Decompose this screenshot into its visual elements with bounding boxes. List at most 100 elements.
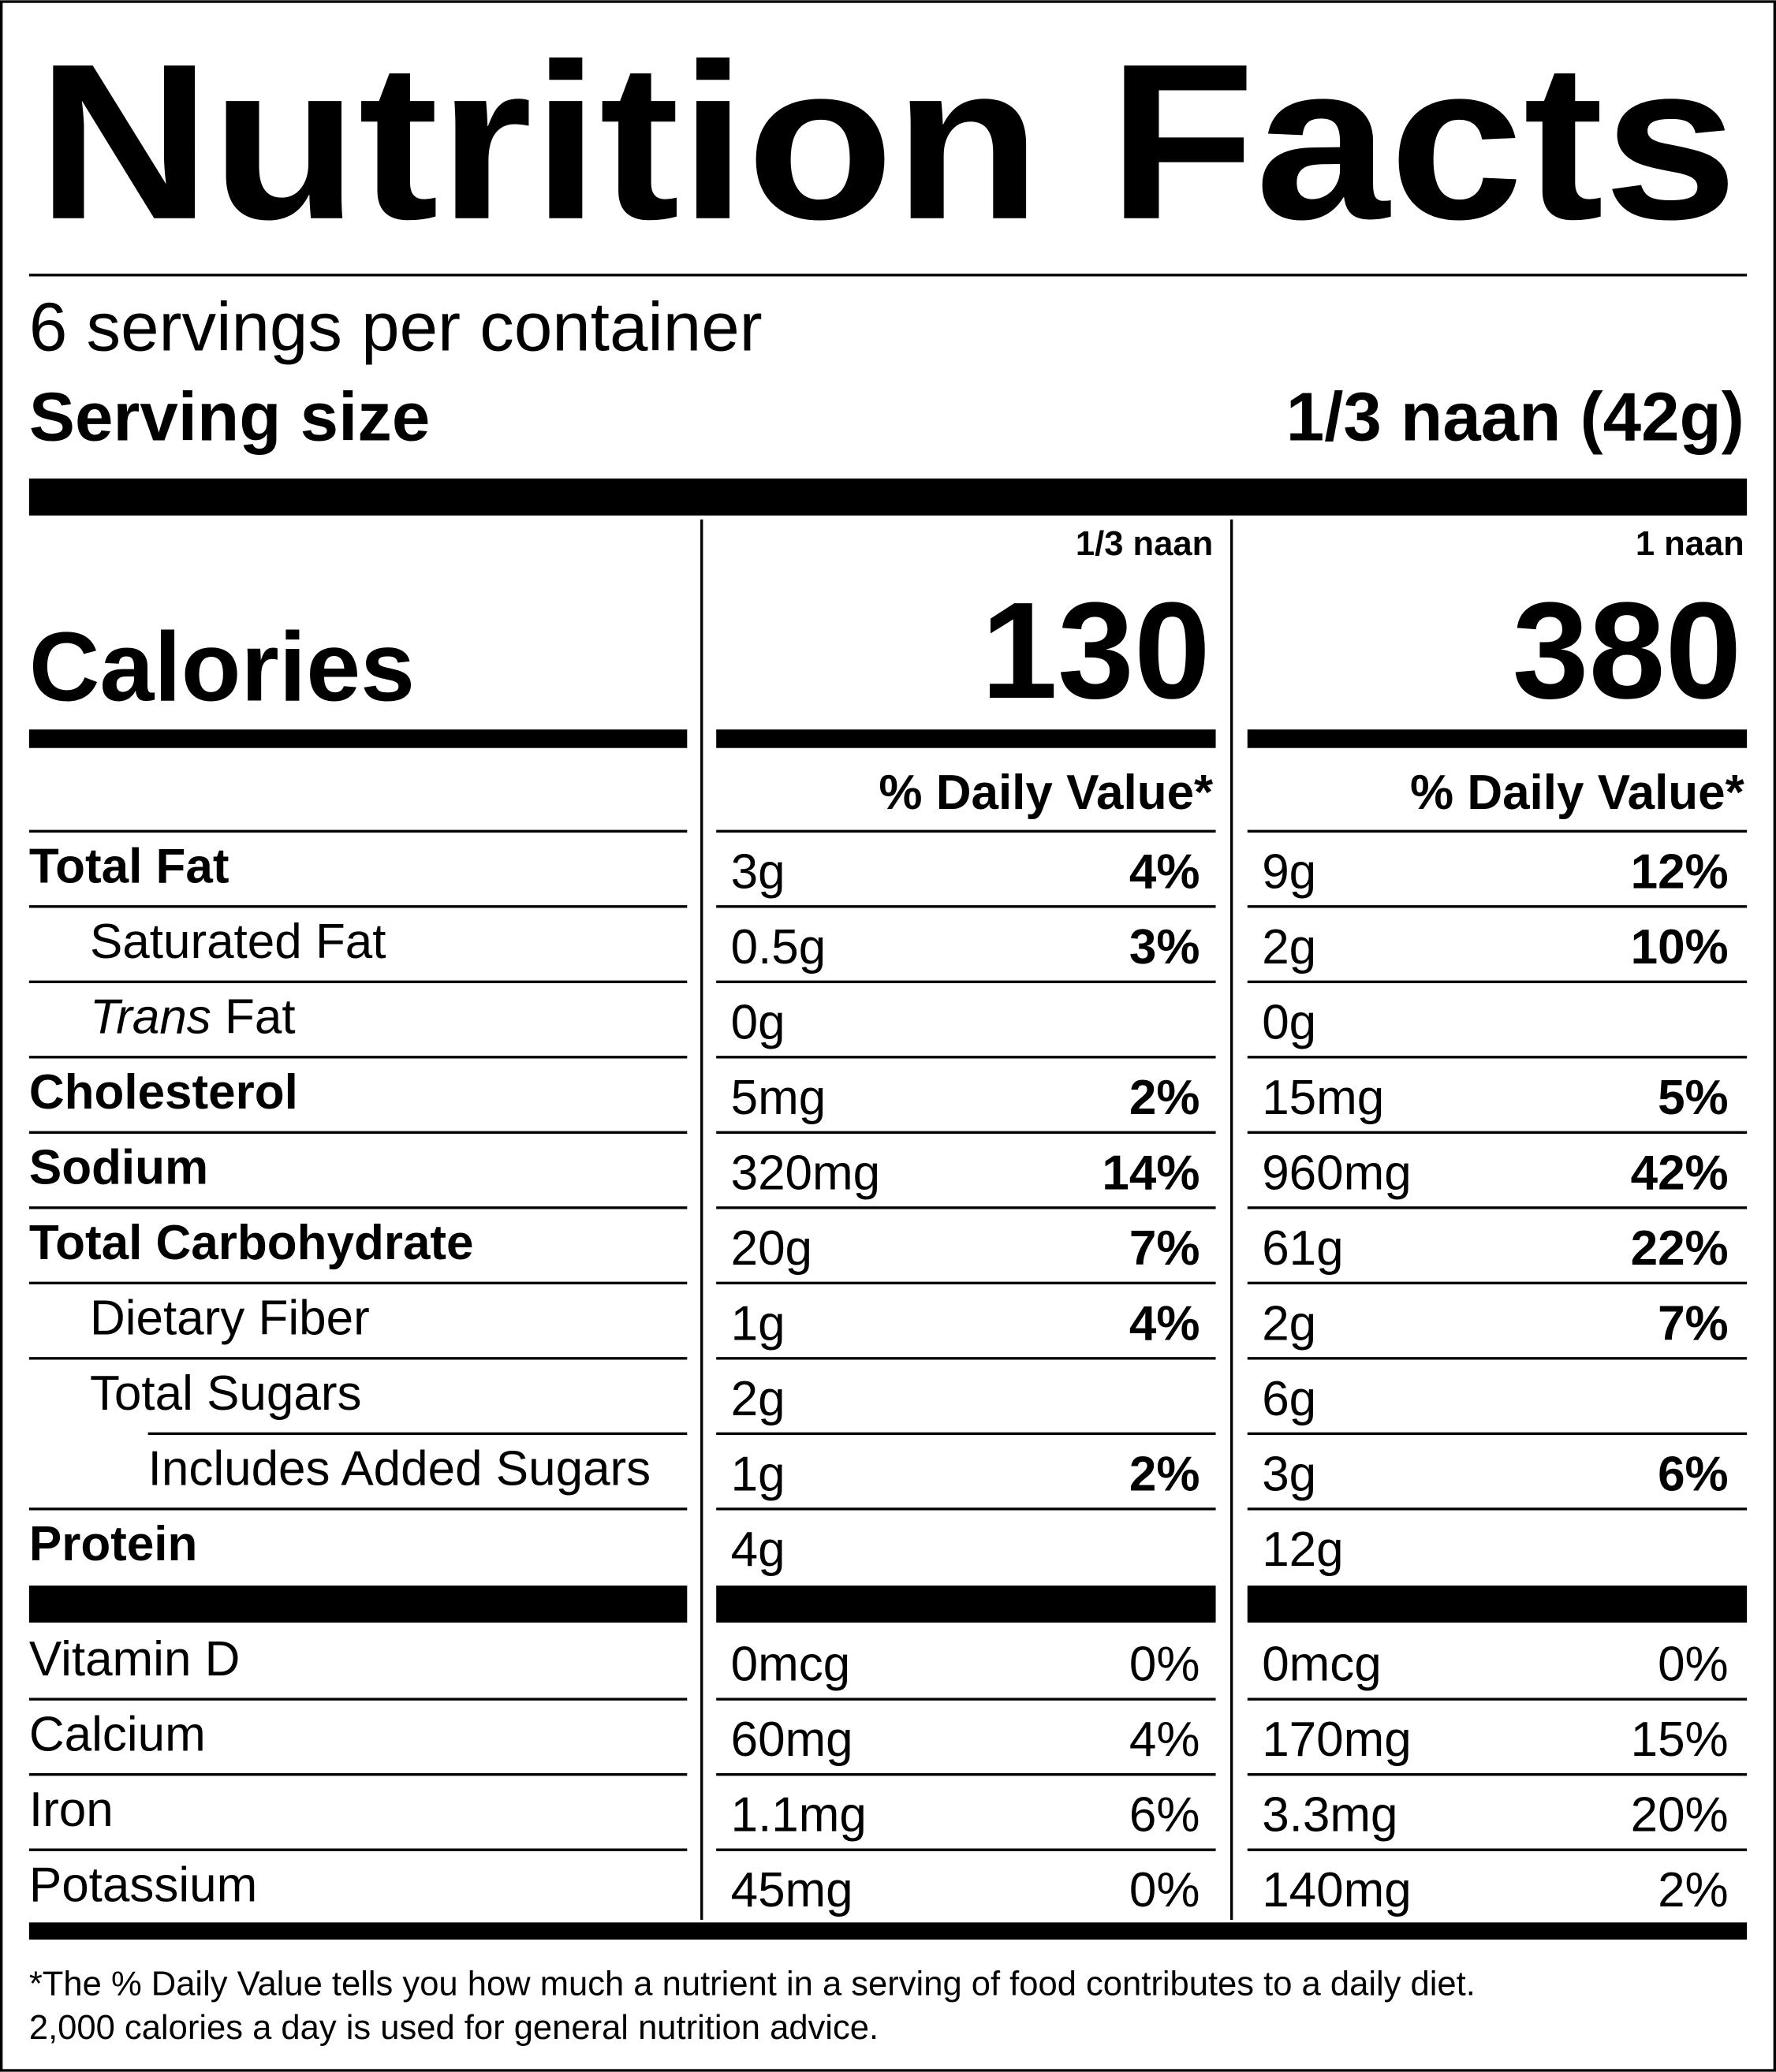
amount: 20g <box>731 1221 812 1276</box>
rule <box>716 980 1216 983</box>
servings: 6 servings per container <box>29 289 763 365</box>
dv-header: % Daily Value* <box>879 766 1214 820</box>
nutrient-name-text: Sodium <box>29 1141 208 1195</box>
amount: 1g <box>731 1447 785 1501</box>
rule <box>28 1848 688 1851</box>
daily-value: 7% <box>1129 1221 1200 1276</box>
rule <box>28 274 1748 277</box>
serving-size-label: Serving size <box>29 378 430 455</box>
title: Nutrition Facts <box>37 17 1737 266</box>
daily-value: 3% <box>1129 920 1200 975</box>
rule <box>1247 1507 1748 1511</box>
rule <box>28 1206 688 1209</box>
rule <box>28 980 688 983</box>
amount: 1g <box>731 1296 785 1351</box>
amount: 5mg <box>731 1071 826 1125</box>
calories-value: 130 <box>981 573 1211 727</box>
rule <box>716 1281 1216 1285</box>
daily-value: 4% <box>1129 844 1200 899</box>
daily-value: 42% <box>1631 1146 1729 1200</box>
rule <box>1247 1357 1748 1360</box>
rule <box>28 1507 688 1511</box>
daily-value: 12% <box>1631 844 1729 899</box>
nutrient-name: Includes Added Sugars <box>148 1442 651 1496</box>
amount: 4g <box>731 1522 785 1577</box>
nutrient-name: Saturated Fat <box>90 915 386 969</box>
nutrient-name-text: Iron <box>29 1783 114 1837</box>
daily-value: 4% <box>1129 1712 1200 1767</box>
rule <box>28 1056 688 1059</box>
column-divider <box>1229 519 1233 1920</box>
rule <box>716 1772 1216 1776</box>
nutrient-name: Total Fat <box>29 840 229 894</box>
rule <box>716 905 1216 908</box>
amount: 0g <box>731 995 785 1049</box>
thick-rule <box>28 1922 1748 1940</box>
rule <box>28 905 688 908</box>
amount: 6g <box>1262 1372 1316 1426</box>
rule <box>28 1131 688 1134</box>
column-header: 1 naan <box>1636 525 1744 563</box>
nutrient-name: Dietary Fiber <box>90 1291 370 1346</box>
nutrient-name-text: Potassium <box>29 1858 257 1913</box>
rule <box>716 1848 1216 1851</box>
daily-value: 6% <box>1658 1447 1729 1501</box>
daily-value: 20% <box>1631 1788 1729 1843</box>
rule <box>1247 1848 1748 1851</box>
daily-value: 0% <box>1129 1638 1200 1692</box>
rule <box>716 1432 1216 1436</box>
nutrient-name: Total Sugars <box>90 1366 362 1421</box>
daily-value: 2% <box>1129 1447 1200 1501</box>
rule <box>147 1432 688 1436</box>
amount: 960mg <box>1262 1146 1412 1200</box>
rule <box>1247 1432 1748 1436</box>
amount: 3g <box>1262 1447 1316 1501</box>
thick-rule <box>28 1586 688 1623</box>
rule <box>1247 829 1748 833</box>
nutrient-name: Sodium <box>29 1141 208 1195</box>
nutrient-name: Iron <box>29 1783 114 1837</box>
dv-header: % Daily Value* <box>1410 766 1745 820</box>
amount: 61g <box>1262 1221 1343 1276</box>
daily-value: 15% <box>1631 1712 1729 1767</box>
amount: 60mg <box>731 1712 853 1767</box>
daily-value: 22% <box>1631 1221 1729 1276</box>
amount: 320mg <box>731 1146 881 1200</box>
amount: 45mg <box>731 1863 853 1917</box>
daily-value: 10% <box>1631 920 1729 975</box>
nutrient-name-text: Includes Added Sugars <box>148 1442 651 1496</box>
rule <box>716 1507 1216 1511</box>
amount: 3.3mg <box>1262 1788 1397 1843</box>
daily-value: 5% <box>1658 1071 1729 1125</box>
rule <box>28 1281 688 1285</box>
daily-value: 6% <box>1129 1788 1200 1843</box>
rule <box>1247 980 1748 983</box>
calories-label: Calories <box>29 613 415 721</box>
footnote: 2,000 calories a day is used for general… <box>29 2009 879 2047</box>
rule <box>1247 1772 1748 1776</box>
nutrient-name-text: Total Fat <box>29 840 229 894</box>
amount: 1.1mg <box>731 1788 867 1843</box>
rule <box>28 1772 688 1776</box>
rule <box>1247 1056 1748 1059</box>
amount: 12g <box>1262 1522 1343 1577</box>
serving-size: 1/3 naan (42g) <box>1286 378 1744 455</box>
amount: 3g <box>731 844 785 899</box>
amount: 140mg <box>1262 1863 1412 1917</box>
footnote: *The % Daily Value tells you how much a … <box>29 1965 1476 2003</box>
amount: 0.5g <box>731 920 826 975</box>
daily-value: 7% <box>1658 1296 1729 1351</box>
nutrient-name-text: Total Carbohydrate <box>29 1216 474 1270</box>
rule <box>1247 1131 1748 1134</box>
daily-value: 0% <box>1129 1863 1200 1917</box>
nutrient-name: Total Carbohydrate <box>29 1216 474 1270</box>
rule <box>28 829 688 833</box>
nutrient-name: Cholesterol <box>29 1065 298 1120</box>
rule <box>716 1357 1216 1360</box>
nutrient-name: Calcium <box>29 1707 206 1761</box>
amount: 0mcg <box>731 1638 851 1692</box>
nutrient-name-text: Cholesterol <box>29 1065 298 1120</box>
thick-rule <box>28 478 1748 516</box>
